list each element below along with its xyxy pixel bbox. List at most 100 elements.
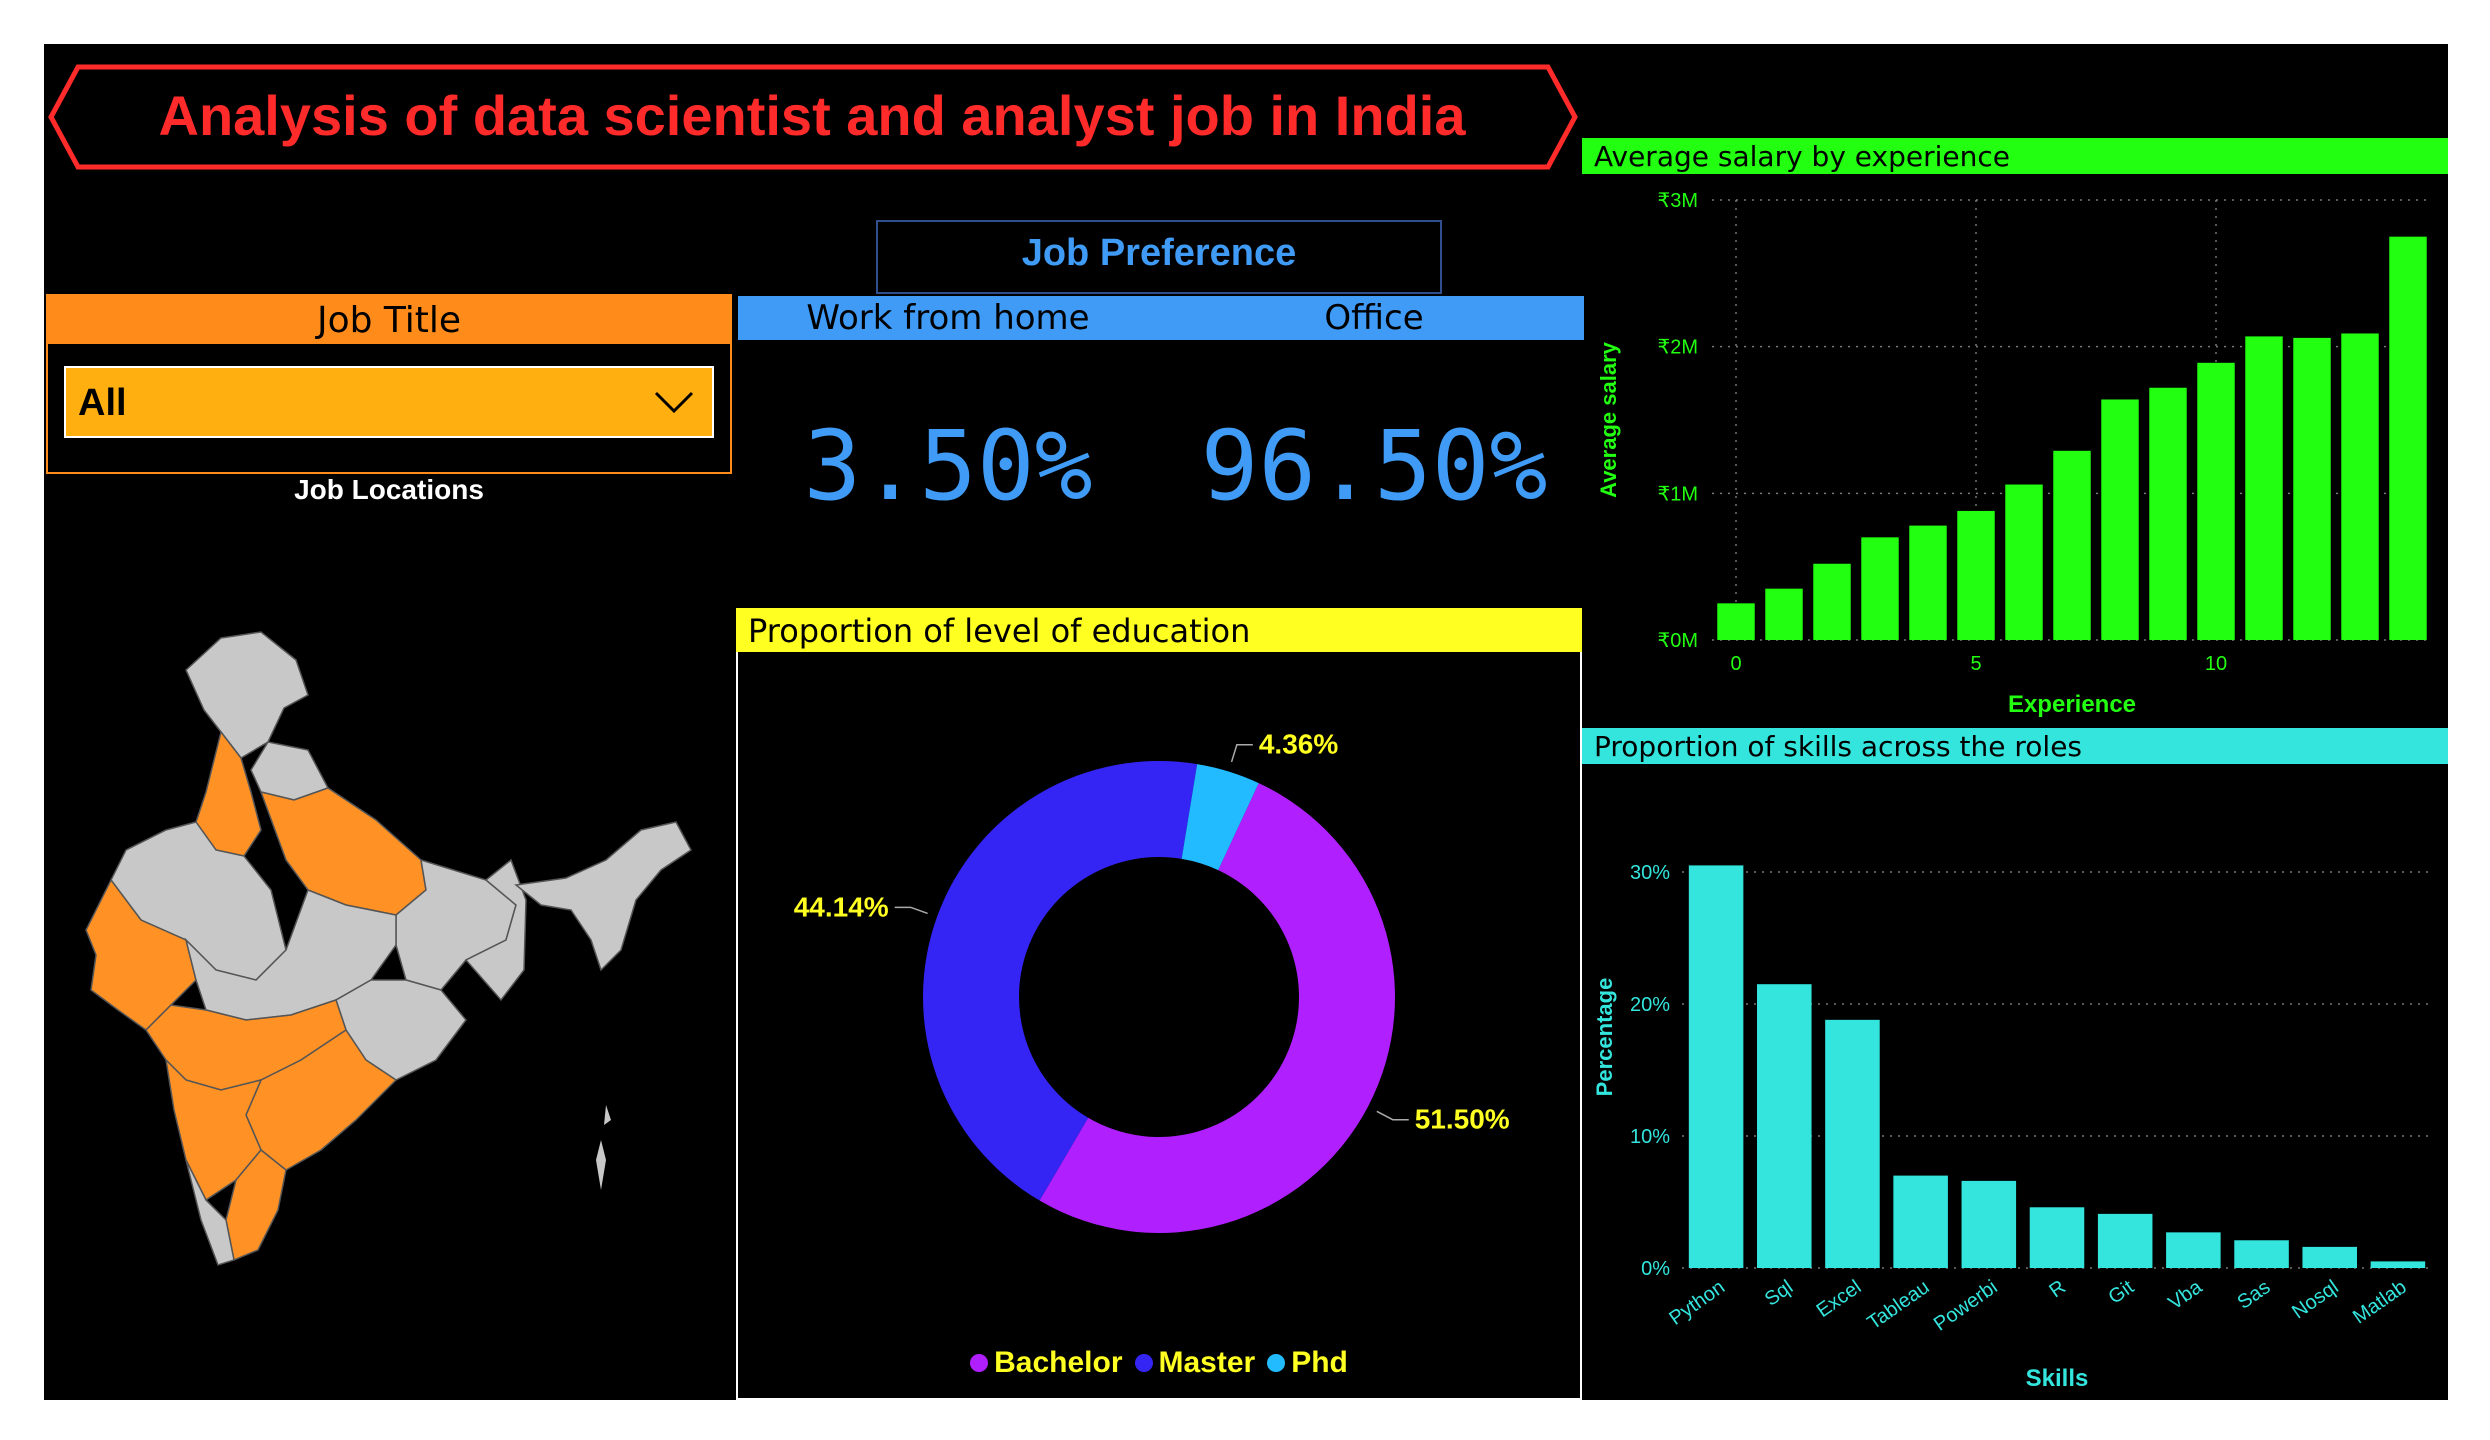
map-region-northeast xyxy=(514,821,692,972)
salary-bar[interactable] xyxy=(2053,450,2091,640)
legend-swatch xyxy=(1134,1354,1153,1372)
salary-bar[interactable] xyxy=(1861,537,1899,640)
donut-data-label: 4.36% xyxy=(1259,729,1338,760)
x-tick-label: 10 xyxy=(2205,653,2227,675)
education-header xyxy=(736,608,1582,652)
job-title-header-label: Job Title xyxy=(316,300,462,341)
y-tick-label: 10% xyxy=(1630,1126,1670,1148)
office-label: Office xyxy=(1324,298,1424,338)
education-legend: Bachelor Master Phd xyxy=(736,1346,1582,1380)
legend-item-phd[interactable]: Phd xyxy=(1267,1346,1348,1380)
skill-bar[interactable] xyxy=(2029,1207,2085,1268)
skill-bar[interactable] xyxy=(2234,1240,2289,1268)
salary-bar[interactable] xyxy=(1957,510,1995,640)
salary-bar[interactable] xyxy=(2197,362,2235,640)
x-tick-label: Vba xyxy=(2164,1276,2206,1315)
job-preference-header: Job Preference xyxy=(1021,232,1297,274)
y-tick-label: 20% xyxy=(1630,994,1670,1016)
skills-header xyxy=(1582,728,2448,764)
job-locations-label: Job Locations xyxy=(294,474,484,505)
skills-title: Proportion of skills across the roles xyxy=(1594,730,2083,763)
x-tick-label: Excel xyxy=(1813,1276,1866,1322)
x-axis-title: Skills xyxy=(2026,1365,2089,1392)
salary-bar[interactable] xyxy=(2005,484,2043,640)
education-donut-chart[interactable]: 51.50% 44.14% 4.36% xyxy=(736,652,1582,1312)
salary-bar[interactable] xyxy=(1813,563,1851,640)
map-region-up xyxy=(259,787,427,916)
y-tick-label: ₹2M xyxy=(1657,337,1698,359)
salary-bar-chart[interactable]: ₹0M ₹1M ₹2M ₹3M 0 5 10 Experience Average salary xyxy=(1582,176,2448,722)
map-region-west-bengal xyxy=(464,858,527,1002)
y-tick-label: 0% xyxy=(1641,1258,1670,1280)
job-title-selected-value: All xyxy=(78,382,127,424)
legend-label: Phd xyxy=(1291,1346,1348,1379)
page-title: Analysis of data scientist and analyst j… xyxy=(158,84,1466,147)
x-tick-label: 5 xyxy=(1970,653,1981,675)
skill-bar[interactable] xyxy=(2370,1261,2426,1268)
x-tick-label: 0 xyxy=(1730,653,1741,675)
y-tick-label: ₹3M xyxy=(1657,190,1698,212)
x-tick-label: Python xyxy=(1665,1276,1729,1330)
map-region-islands xyxy=(596,1105,611,1190)
skill-bar[interactable] xyxy=(2166,1232,2221,1268)
donut-leader-line xyxy=(1230,743,1253,763)
legend-label: Master xyxy=(1158,1346,1256,1379)
donut-data-label: 51.50% xyxy=(1415,1104,1510,1135)
job-title-dropdown[interactable]: All xyxy=(64,366,714,438)
donut-leader-line xyxy=(1376,1110,1409,1121)
wfh-value: 3.50% xyxy=(803,410,1093,522)
job-preference-bar xyxy=(738,296,1584,340)
x-tick-label: R xyxy=(2045,1276,2069,1302)
map-region-north xyxy=(185,631,309,759)
skill-bar[interactable] xyxy=(2097,1213,2153,1268)
legend-swatch xyxy=(1267,1354,1286,1372)
y-tick-label: 30% xyxy=(1630,862,1670,884)
y-axis-title: Average salary xyxy=(1596,341,1621,498)
office-value: 96.50% xyxy=(1200,410,1548,522)
salary-bar[interactable] xyxy=(2341,333,2379,640)
skill-bar[interactable] xyxy=(1961,1180,2017,1268)
map-region-kerala xyxy=(185,1159,235,1266)
skill-bar[interactable] xyxy=(2302,1246,2357,1268)
salary-bar[interactable] xyxy=(1717,603,1755,640)
legend-item-bachelor[interactable]: Bachelor xyxy=(970,1346,1123,1380)
x-axis-title: Experience xyxy=(2008,691,2136,718)
salary-bar[interactable] xyxy=(2149,387,2187,640)
x-tick-label: Tableau xyxy=(1863,1276,1933,1334)
donut-slice-bachelor[interactable] xyxy=(1039,783,1395,1233)
skill-bar[interactable] xyxy=(1757,984,1812,1268)
salary-bar[interactable] xyxy=(1765,588,1803,640)
job-title-slicer xyxy=(46,294,732,474)
skill-bar[interactable] xyxy=(1688,865,1744,1268)
india-map[interactable] xyxy=(46,560,732,1280)
chevron-down-icon[interactable] xyxy=(654,390,694,414)
job-title-header xyxy=(46,296,732,344)
legend-swatch xyxy=(970,1354,989,1372)
donut-slice-master[interactable] xyxy=(923,761,1198,1201)
skill-bar[interactable] xyxy=(1825,1019,1880,1268)
legend-item-master[interactable]: Master xyxy=(1134,1346,1256,1380)
x-tick-label: Git xyxy=(2104,1276,2138,1309)
donut-slice-phd[interactable] xyxy=(1181,764,1259,871)
x-tick-label: Powerbi xyxy=(1930,1276,2002,1335)
salary-bar[interactable] xyxy=(2389,236,2427,640)
y-axis-title: Percentage xyxy=(1592,978,1617,1097)
salary-title: Average salary by experience xyxy=(1594,140,2010,173)
x-tick-label: Sql xyxy=(1761,1276,1797,1311)
salary-bar[interactable] xyxy=(1909,525,1947,640)
y-tick-label: ₹0M xyxy=(1657,630,1698,652)
donut-data-label: 44.14% xyxy=(794,891,889,922)
x-tick-label: Nosql xyxy=(2288,1276,2343,1323)
education-title: Proportion of level of education xyxy=(748,612,1251,650)
skill-bar[interactable] xyxy=(1893,1175,1948,1268)
x-tick-label: Sas xyxy=(2234,1276,2275,1314)
salary-header xyxy=(1582,138,2448,174)
donut-leader-line xyxy=(894,906,928,915)
x-tick-label: Matlab xyxy=(2349,1276,2411,1328)
salary-bar[interactable] xyxy=(2101,399,2139,640)
salary-bar[interactable] xyxy=(2293,337,2331,640)
title-banner xyxy=(48,64,1578,170)
y-tick-label: ₹1M xyxy=(1657,483,1698,505)
salary-bar[interactable] xyxy=(2245,336,2283,640)
